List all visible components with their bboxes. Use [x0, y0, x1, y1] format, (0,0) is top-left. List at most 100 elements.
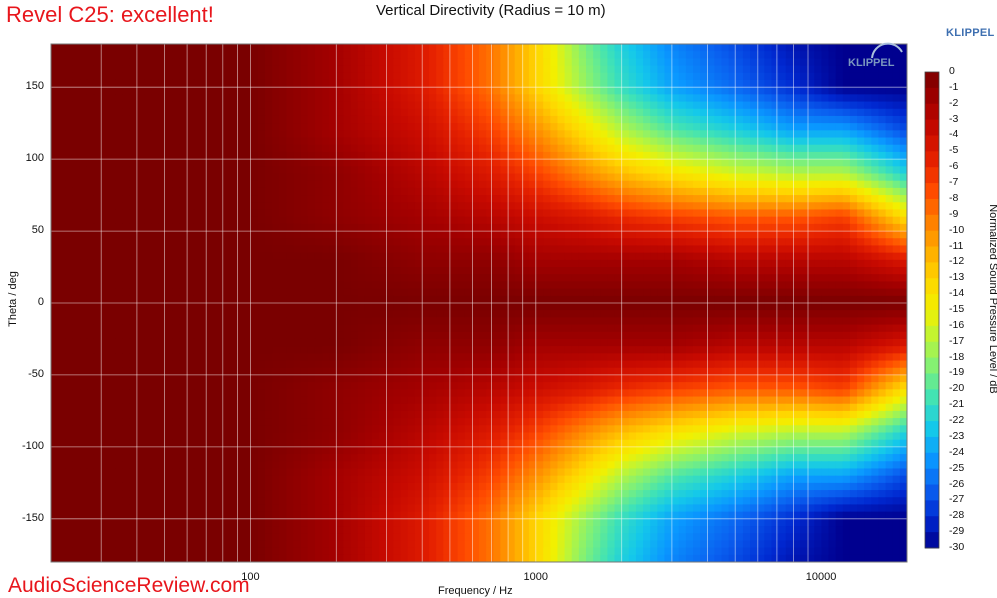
heatmap-cell: [885, 65, 894, 74]
heatmap-cell: [136, 295, 145, 304]
heatmap-cell: [564, 252, 573, 261]
heatmap-cell: [764, 209, 773, 218]
heatmap-cell: [842, 295, 851, 304]
heatmap-cell: [685, 252, 694, 261]
heatmap-cell: [229, 166, 238, 175]
heatmap-cell: [878, 151, 887, 160]
heatmap-cell: [443, 195, 452, 203]
heatmap-cell: [407, 51, 416, 59]
heatmap-cell: [93, 209, 102, 218]
heatmap-cell: [243, 259, 252, 268]
heatmap-cell: [193, 252, 202, 261]
heatmap-cell: [471, 137, 480, 146]
heatmap-cell: [179, 223, 188, 232]
heatmap-cell: [421, 79, 430, 88]
heatmap-cell: [172, 101, 180, 110]
heatmap-cell: [514, 259, 523, 268]
heatmap-cell: [293, 87, 302, 95]
heatmap-cell: [86, 72, 95, 81]
heatmap-cell: [407, 231, 416, 239]
heatmap-cell: [864, 159, 872, 167]
heatmap-cell: [386, 324, 394, 333]
heatmap-cell: [215, 295, 223, 304]
heatmap-cell: [79, 216, 88, 225]
heatmap-cell: [215, 123, 223, 131]
heatmap-cell: [507, 108, 516, 117]
heatmap-cell: [621, 295, 630, 304]
heatmap-cell: [564, 51, 573, 59]
heatmap-cell: [65, 238, 73, 247]
heatmap-cell: [792, 166, 801, 175]
heatmap-cell: [857, 108, 865, 117]
heatmap-cell: [379, 252, 387, 261]
heatmap-cell: [635, 317, 644, 326]
heatmap-cell: [621, 245, 630, 254]
heatmap-cell: [586, 281, 594, 290]
heatmap-cell: [200, 65, 209, 74]
heatmap-cell: [857, 123, 865, 131]
heatmap-cell: [150, 195, 159, 203]
heatmap-cell: [842, 79, 851, 88]
heatmap-cell: [500, 151, 509, 160]
heatmap-cell: [486, 65, 494, 74]
heatmap-cell: [243, 180, 252, 189]
heatmap-cell: [108, 144, 116, 153]
heatmap-cell: [550, 274, 559, 283]
heatmap-cell: [250, 195, 259, 203]
heatmap-cell: [79, 267, 88, 275]
heatmap-cell: [286, 173, 295, 182]
heatmap-cell: [350, 144, 359, 153]
heatmap-cell: [364, 108, 373, 117]
heatmap-cell: [86, 94, 95, 103]
heatmap-cell: [600, 195, 608, 203]
heatmap-cell: [657, 259, 666, 268]
heatmap-cell: [200, 180, 209, 189]
heatmap-cell: [586, 338, 594, 347]
heatmap-cell: [436, 51, 444, 59]
heatmap-cell: [65, 180, 73, 189]
heatmap-cell: [657, 151, 666, 160]
heatmap-cell: [322, 94, 330, 103]
heatmap-cell: [429, 331, 437, 340]
heatmap-cell: [115, 144, 123, 153]
heatmap-cell: [222, 51, 230, 59]
heatmap-cell: [735, 159, 744, 167]
heatmap-cell: [800, 108, 808, 117]
heatmap-cell: [543, 151, 551, 160]
heatmap-cell: [728, 65, 737, 74]
heatmap-cell: [72, 151, 81, 160]
heatmap-cell: [493, 130, 501, 139]
heatmap-cell: [657, 72, 666, 81]
heatmap-cell: [742, 51, 751, 59]
heatmap-cell: [479, 180, 487, 189]
heatmap-cell: [885, 195, 894, 203]
heatmap-cell: [150, 317, 159, 326]
heatmap-cell: [735, 123, 744, 131]
heatmap-cell: [79, 65, 88, 74]
heatmap-cell: [150, 245, 159, 254]
heatmap-cell: [372, 151, 380, 160]
heatmap-cell: [143, 58, 152, 67]
heatmap-cell: [771, 288, 780, 297]
heatmap-cell: [521, 259, 530, 268]
heatmap-cell: [464, 144, 473, 153]
heatmap-cell: [621, 159, 630, 167]
heatmap-cell: [172, 115, 180, 124]
heatmap-cell: [236, 79, 245, 88]
heatmap-cell: [150, 44, 159, 52]
heatmap-cell: [757, 317, 765, 326]
heatmap-cell: [593, 195, 601, 203]
heatmap-cell: [272, 259, 280, 268]
heatmap-cell: [457, 94, 466, 103]
heatmap-cell: [250, 231, 259, 239]
heatmap-cell: [79, 259, 88, 268]
heatmap-cell: [842, 101, 851, 110]
heatmap-cell: [136, 65, 145, 74]
heatmap-cell: [807, 202, 815, 211]
heatmap-cell: [564, 238, 573, 247]
heatmap-cell: [514, 65, 523, 74]
heatmap-cell: [864, 108, 872, 117]
heatmap-cell: [493, 245, 501, 254]
heatmap-cell: [457, 331, 466, 340]
heatmap-cell: [842, 303, 851, 311]
